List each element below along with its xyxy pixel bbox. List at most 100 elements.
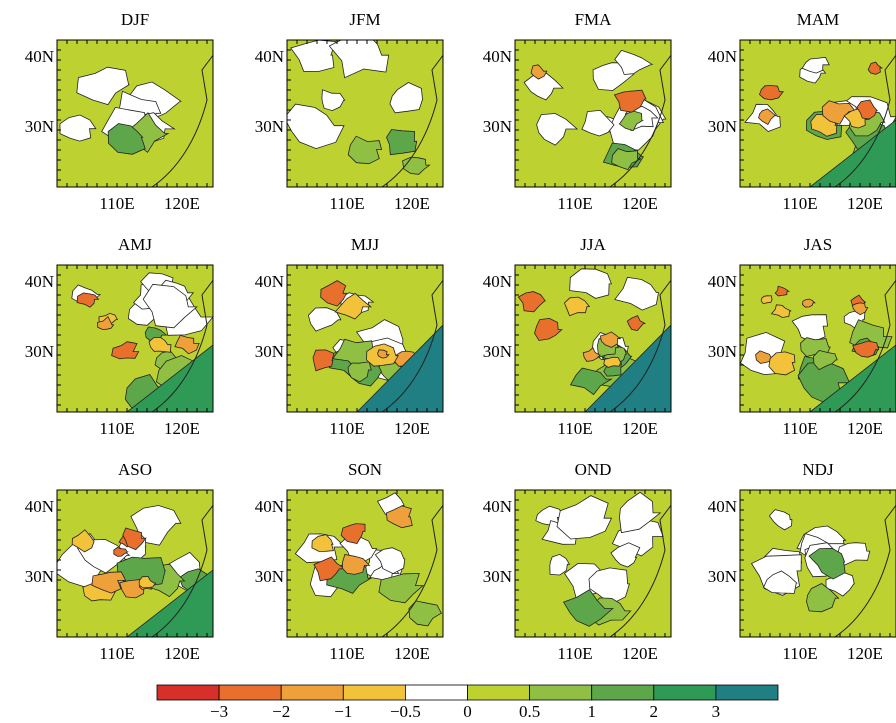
lon-label: 120E xyxy=(622,194,658,213)
white-area xyxy=(619,491,662,534)
orange-area xyxy=(122,527,147,551)
coastline xyxy=(381,54,443,187)
orange-area xyxy=(821,100,857,125)
orange-area xyxy=(856,99,879,120)
white-area xyxy=(307,307,342,332)
white-area xyxy=(801,56,830,74)
white-area xyxy=(328,40,390,79)
green-area xyxy=(808,547,846,580)
coastline xyxy=(151,54,213,187)
orange-area xyxy=(377,349,390,359)
panel-frame xyxy=(56,489,214,638)
white-area xyxy=(130,505,182,546)
lon-label: 120E xyxy=(622,419,658,438)
map xyxy=(57,40,213,187)
green-area xyxy=(813,350,838,371)
orange-area xyxy=(599,331,622,348)
lat-label: 40N xyxy=(483,272,512,291)
colorbar-label: 3 xyxy=(712,702,721,721)
orange-area xyxy=(613,89,647,113)
panel-title: AMJ xyxy=(118,235,152,254)
orange-area xyxy=(563,296,591,317)
coastline xyxy=(151,279,213,412)
lat-label: 40N xyxy=(708,47,737,66)
coastline xyxy=(834,54,896,187)
panel-title: ASO xyxy=(118,460,152,479)
lat-label: 30N xyxy=(483,342,512,361)
coastline xyxy=(609,54,671,187)
white-area xyxy=(549,553,571,576)
lat-label: 30N xyxy=(25,567,54,586)
lat-label: 30N xyxy=(708,342,737,361)
colorbar-label: −3 xyxy=(210,702,228,721)
panel-title: JJA xyxy=(580,235,606,254)
white-area xyxy=(321,89,346,112)
orange-area xyxy=(534,317,563,341)
orange-area xyxy=(852,340,880,358)
colorbar-segment xyxy=(218,684,282,701)
lon-label: 110E xyxy=(99,644,134,663)
colorbar-segment xyxy=(653,684,717,701)
colorbar-label: 1 xyxy=(587,702,596,721)
panel-title: OND xyxy=(575,460,612,479)
coastline xyxy=(381,279,443,412)
coastal-area xyxy=(584,324,671,412)
lat-label: 40N xyxy=(25,47,54,66)
orange-area xyxy=(312,349,335,372)
lon-label: 120E xyxy=(164,419,200,438)
panel-frame xyxy=(286,264,444,413)
white-area xyxy=(523,72,564,101)
colorbar-segment xyxy=(467,684,530,701)
white-area xyxy=(389,82,423,114)
lat-label: 30N xyxy=(255,342,284,361)
orange-area xyxy=(867,61,884,75)
panel-frame xyxy=(739,39,896,188)
orange-area xyxy=(774,285,791,297)
coastal-area xyxy=(809,344,896,412)
green-area xyxy=(347,135,383,165)
colorbar-segment xyxy=(591,684,655,701)
white-area xyxy=(374,547,406,575)
lat-label: 30N xyxy=(25,117,54,136)
orange-area xyxy=(758,108,777,126)
orange-area xyxy=(755,350,773,364)
white-area xyxy=(569,268,612,299)
coastal-area xyxy=(126,344,213,412)
panel-title: SON xyxy=(348,460,382,479)
white-area xyxy=(536,113,579,146)
panel-frame xyxy=(286,39,444,188)
orange-area xyxy=(313,556,347,582)
white-area xyxy=(768,509,793,531)
green-area xyxy=(618,110,644,132)
white-area xyxy=(762,570,798,594)
panel-frame xyxy=(739,264,896,413)
green-area xyxy=(569,367,613,396)
map xyxy=(740,490,896,637)
coastline xyxy=(381,504,443,637)
orange-area xyxy=(111,341,140,360)
lon-label: 120E xyxy=(164,194,200,213)
orange-area xyxy=(320,280,348,307)
panel-title: JAS xyxy=(804,235,832,254)
coastal-area xyxy=(809,119,896,187)
colorbar-segment xyxy=(715,684,779,701)
colorbar-segment xyxy=(280,684,344,701)
lat-label: 30N xyxy=(708,567,737,586)
green-area xyxy=(611,148,642,171)
colorbar-label: −1 xyxy=(334,702,352,721)
map xyxy=(740,40,896,187)
map xyxy=(515,490,671,637)
map xyxy=(515,265,671,412)
orange-area xyxy=(760,295,773,305)
lat-label: 30N xyxy=(25,342,54,361)
green-area xyxy=(563,589,614,627)
white-area xyxy=(581,109,615,137)
lat-label: 40N xyxy=(255,272,284,291)
white-area xyxy=(287,103,345,150)
orange-area xyxy=(530,64,548,80)
orange-area xyxy=(174,334,200,355)
lon-label: 110E xyxy=(782,194,817,213)
white-area xyxy=(614,276,659,311)
panel-frame xyxy=(286,489,444,638)
